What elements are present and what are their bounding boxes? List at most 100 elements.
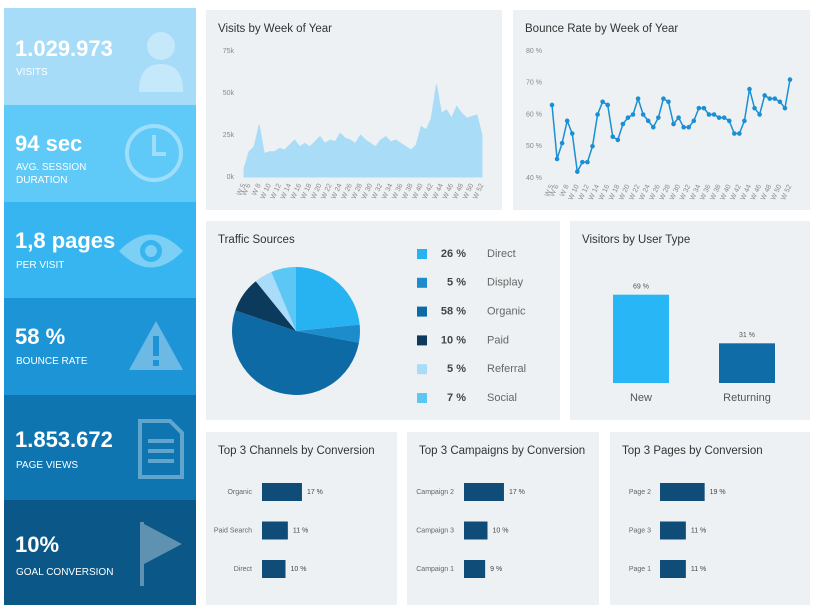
y-tick-label: Organic [227,489,252,496]
x-tick-label: W 8 [559,184,571,198]
kpi-value: 10% [15,532,60,557]
x-tick-label: W 6 [549,184,561,198]
bar [613,294,669,383]
x-tick-label: W 8 [251,183,263,197]
panel [570,221,810,420]
x-tick-label: W 5 [236,183,248,197]
point [600,99,605,105]
point [767,96,773,101]
point [787,77,793,82]
bar [262,483,302,501]
kpi-value: 58 % [15,324,66,349]
y-tick-label: Campaign 3 [416,527,454,534]
point [620,121,626,127]
kpi-tile: 94 sec AVG. SESSION DURATION [4,105,196,202]
point [635,96,641,101]
point [564,118,570,124]
chart-title: Bounce Rate by Week of Year [525,23,678,35]
point [737,131,742,136]
value-label: 17 % [509,489,525,496]
legend-value: 10 % [441,334,466,346]
panel [206,432,397,605]
pie-slice [296,267,360,331]
line [551,79,791,175]
kpi-label: AVG. SESSION DURATION [16,162,87,186]
chart-title: Top 3 Pages by Conversion [622,445,763,457]
point [681,124,686,130]
point [762,93,767,98]
y-tick-label: Direct [234,566,252,573]
pie-slice [235,281,296,331]
x-tick-label: W 6 [241,183,253,197]
chart-title: Visitors by User Type [582,234,690,246]
y-tick-label: Paid Search [214,527,252,534]
value-label: 10 % [291,566,307,573]
x-tick-label: New [630,392,652,404]
point [666,99,671,105]
chart-title: Top 3 Campaigns by Conversion [419,445,585,457]
kpi-label: VISITS [16,67,48,78]
point [721,115,727,120]
point [650,124,656,130]
bar [660,521,686,540]
kpi-label: PER VISIT [16,260,65,271]
point [676,115,681,120]
y-tick-label: 80 % [526,48,542,55]
point [595,112,600,117]
legend-value: 26 % [441,248,466,260]
y-tick-label: 50 % [526,143,542,150]
x-tick-label: W 5 [544,184,556,198]
point [585,159,590,165]
legend-value: 5 % [447,363,466,375]
value-label: 31 % [739,332,755,339]
point [640,112,646,117]
legend-label: Display [487,277,524,289]
bar [262,560,286,578]
point [731,131,737,136]
point [645,118,651,124]
y-tick-label: 50k [223,90,235,97]
legend-swatch [417,335,427,346]
bar [660,483,705,501]
point [691,118,697,124]
x-tick-label: Returning [723,392,771,404]
point [656,115,661,120]
icon [129,321,183,370]
pie-slice [255,271,296,331]
y-tick-label: Page 1 [629,566,651,573]
bar [262,521,288,540]
point [752,105,757,111]
point [615,137,621,143]
area [243,84,483,178]
point [625,115,631,120]
value-label: 11 % [691,566,706,573]
y-tick-label: 60 % [526,111,542,118]
legend-swatch [417,277,427,288]
y-tick-label: Campaign 1 [416,566,454,573]
y-tick-label: 25k [223,132,235,139]
point [554,156,560,162]
y-tick-label: 75k [223,48,235,55]
icon [138,419,184,479]
kpi-tile: 58 % BOUNCE RATE [4,298,196,395]
legend-label: Referral [487,363,526,375]
point [549,102,555,108]
bar [464,560,486,578]
kpi-label: BOUNCE RATE [16,356,88,367]
legend-label: Social [487,392,517,404]
icon [119,234,183,268]
legend-label: Organic [487,306,526,318]
point [610,134,616,140]
point [559,140,565,146]
legend-value: 5 % [447,277,466,289]
chart-title: Traffic Sources [218,234,295,246]
value-label: 17 % [307,489,323,496]
value-label: 10 % [493,527,509,534]
kpi-value: 94 sec [15,131,83,156]
point [777,99,783,105]
point [630,112,636,117]
value-label: 11 % [691,527,706,534]
y-tick-label: 40 % [526,175,542,182]
bar [464,483,504,501]
